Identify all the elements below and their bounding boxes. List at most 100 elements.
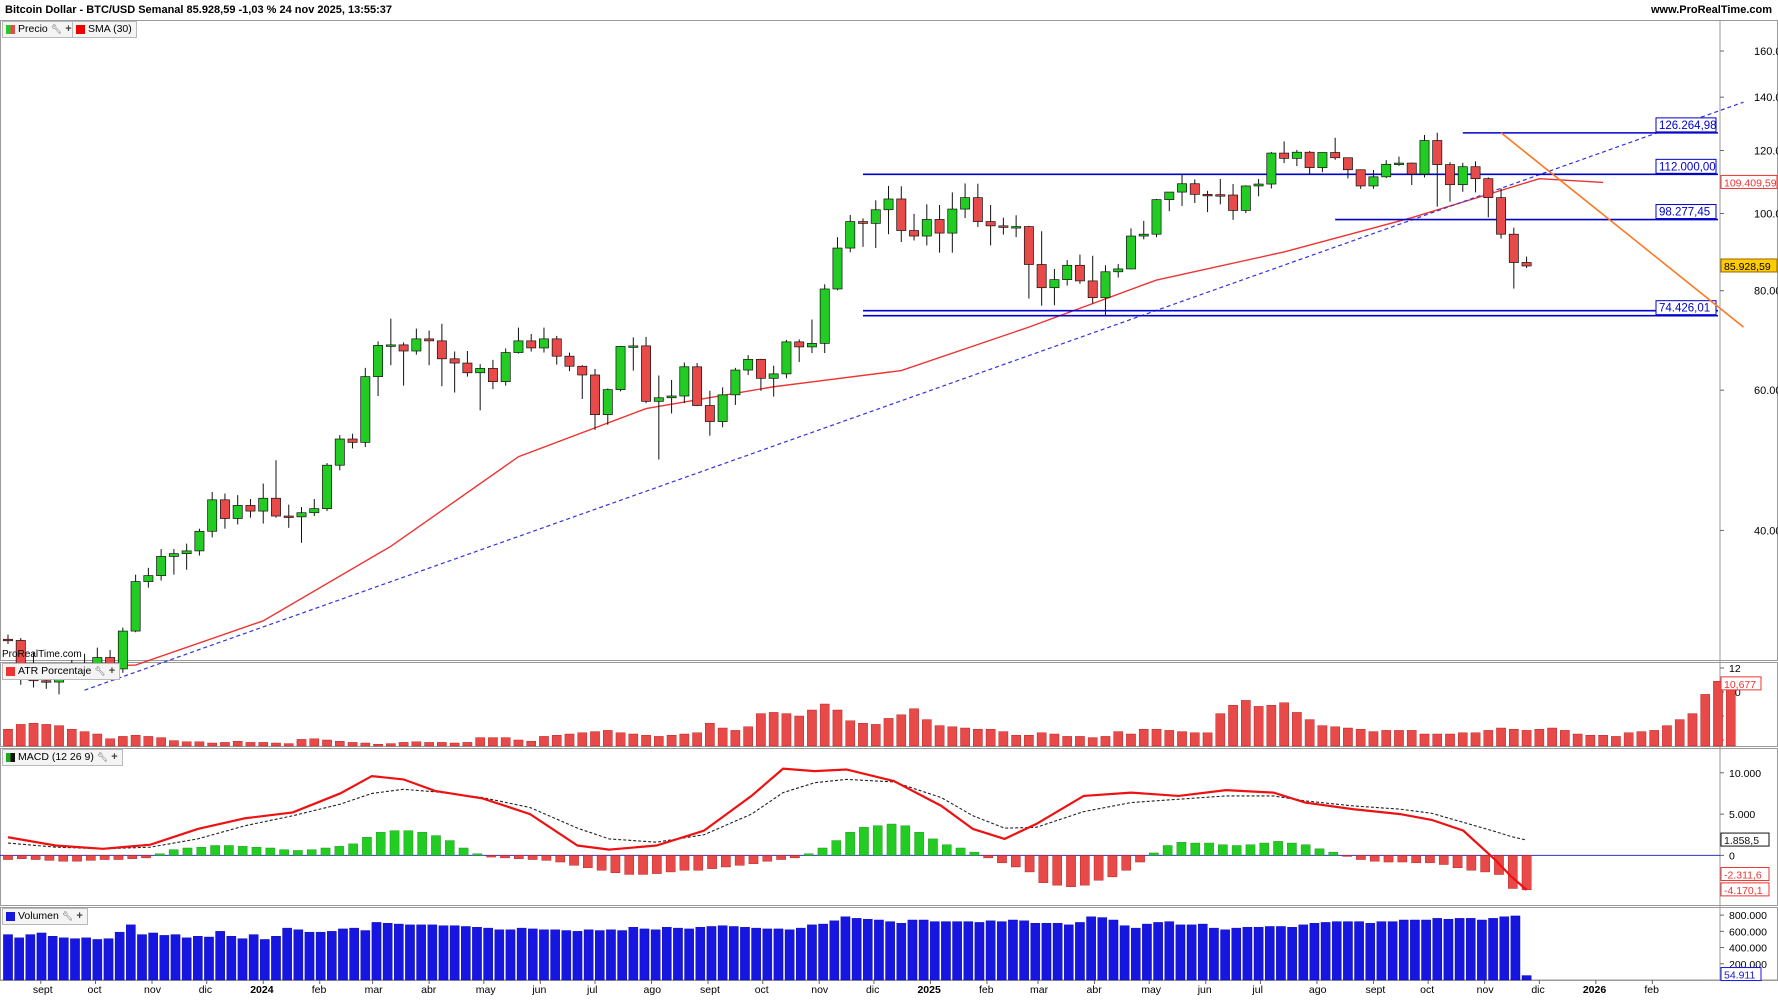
sma-value-label: 109.409,59 — [1724, 177, 1777, 189]
legend-volumen[interactable]: Volumen 🔧︎ + — [2, 908, 88, 925]
volume-bar — [773, 928, 784, 981]
legend-precio-label: Precio — [18, 23, 48, 35]
volume-bar — [918, 919, 929, 981]
x-tick-label: 2026 — [1583, 984, 1607, 996]
volume-bar — [427, 924, 438, 981]
macd-histogram-bar — [1300, 844, 1311, 856]
atr-bar — [1317, 725, 1328, 747]
atr-bar — [1521, 730, 1532, 747]
macd-histogram-bar — [1204, 842, 1214, 856]
atr-bar — [296, 739, 307, 747]
atr-bar — [1138, 729, 1149, 747]
atr-bar — [1241, 700, 1251, 747]
macd-histogram-bar — [941, 844, 952, 856]
x-tick-label: oct — [1420, 984, 1434, 996]
legend-sma[interactable]: SMA (30) — [72, 21, 137, 38]
candle-down — [398, 344, 409, 352]
sma30-line — [7, 177, 1604, 670]
macd-histogram-bar — [293, 850, 303, 856]
candle-up — [513, 340, 524, 353]
x-tick-label: dic — [1531, 984, 1544, 996]
macd-histogram-bar — [237, 846, 248, 856]
atr-bar — [398, 742, 409, 747]
macd-histogram-bar — [734, 855, 745, 866]
candle-up — [921, 219, 932, 237]
wrench-icon[interactable]: 🔧︎ — [94, 666, 106, 676]
atr-bar — [207, 742, 217, 747]
candle-down — [462, 362, 473, 374]
volume-bar — [260, 939, 270, 981]
macd-histogram-bar — [1066, 855, 1076, 888]
atr-bar — [271, 742, 281, 747]
volume-bar — [595, 930, 605, 981]
atr-bar — [717, 727, 728, 747]
candle-up — [845, 221, 856, 249]
macd-value-box — [1720, 867, 1770, 882]
atr-bar — [794, 715, 804, 747]
x-tick-label: abr — [421, 984, 437, 996]
atr-bar — [41, 724, 52, 747]
volume-bar — [1119, 925, 1130, 981]
macd-histogram-bar — [1425, 855, 1435, 864]
candle-down — [449, 358, 460, 364]
atr-bar — [1381, 730, 1392, 747]
volume-bar — [1086, 916, 1096, 981]
atr-bar — [462, 742, 473, 747]
sma-swatch-icon — [76, 25, 85, 34]
candle-up — [143, 575, 154, 582]
atr-bar — [526, 741, 537, 747]
legend-atr[interactable]: ATR Porcentaje 🔧︎ + — [2, 663, 121, 680]
atr-bar — [985, 729, 996, 747]
macd-histogram-bar — [1259, 842, 1270, 856]
macd-histogram-bar — [1149, 852, 1159, 856]
macd-histogram-bar — [817, 847, 828, 856]
atr-bar — [1457, 732, 1468, 747]
candle-down — [1521, 262, 1532, 267]
macd-histogram-bar — [30, 855, 41, 860]
macd-histogram-bar — [224, 845, 234, 856]
volume-bar — [114, 931, 125, 981]
volume-bar — [829, 920, 840, 981]
add-icon[interactable]: + — [108, 665, 116, 677]
candle-up — [334, 438, 345, 466]
candle-up — [411, 338, 422, 352]
candle-up — [1419, 140, 1430, 175]
site-link[interactable]: www.ProRealTime.com — [1650, 4, 1772, 16]
candle-down — [219, 499, 230, 519]
atr-bar — [373, 744, 383, 747]
atr-bar — [1534, 729, 1545, 747]
wrench-icon[interactable]: 🔧︎ — [50, 24, 63, 34]
candle-down — [858, 221, 868, 224]
atr-bar — [679, 733, 690, 747]
legend-macd[interactable]: MACD (12 26 9) 🔧︎ + — [2, 749, 123, 766]
macd-histogram-bar — [596, 855, 607, 871]
atr-bar — [1509, 729, 1519, 747]
candle-down — [347, 438, 358, 443]
volume-bar — [1298, 924, 1309, 981]
wrench-icon[interactable]: 🔧︎ — [96, 752, 109, 762]
add-icon[interactable]: + — [76, 910, 83, 922]
volume-bar — [673, 927, 683, 981]
wrench-icon[interactable]: 🔧︎ — [61, 911, 74, 921]
atr-bar — [1713, 681, 1723, 747]
x-tick-label: mar — [1030, 984, 1049, 996]
last-price-box — [1720, 258, 1778, 273]
volume-bar — [416, 924, 426, 981]
volume-bar — [684, 928, 694, 981]
macd-histogram-bar — [444, 840, 455, 856]
macd-histogram-bar — [1052, 855, 1062, 886]
atr-bar — [628, 733, 639, 747]
add-icon[interactable]: + — [65, 23, 72, 35]
macd-histogram-bar — [1411, 855, 1421, 864]
legend-precio[interactable]: Precio 🔧︎ + — [2, 21, 77, 38]
volume-bar — [1477, 919, 1487, 981]
add-icon[interactable]: + — [111, 751, 118, 763]
volume-bar — [1287, 927, 1297, 981]
volume-bar — [1521, 975, 1532, 981]
volume-swatch-icon — [6, 912, 15, 921]
volume-bar — [405, 924, 415, 981]
volume-bar — [360, 930, 371, 981]
price-level-box — [1655, 117, 1717, 133]
